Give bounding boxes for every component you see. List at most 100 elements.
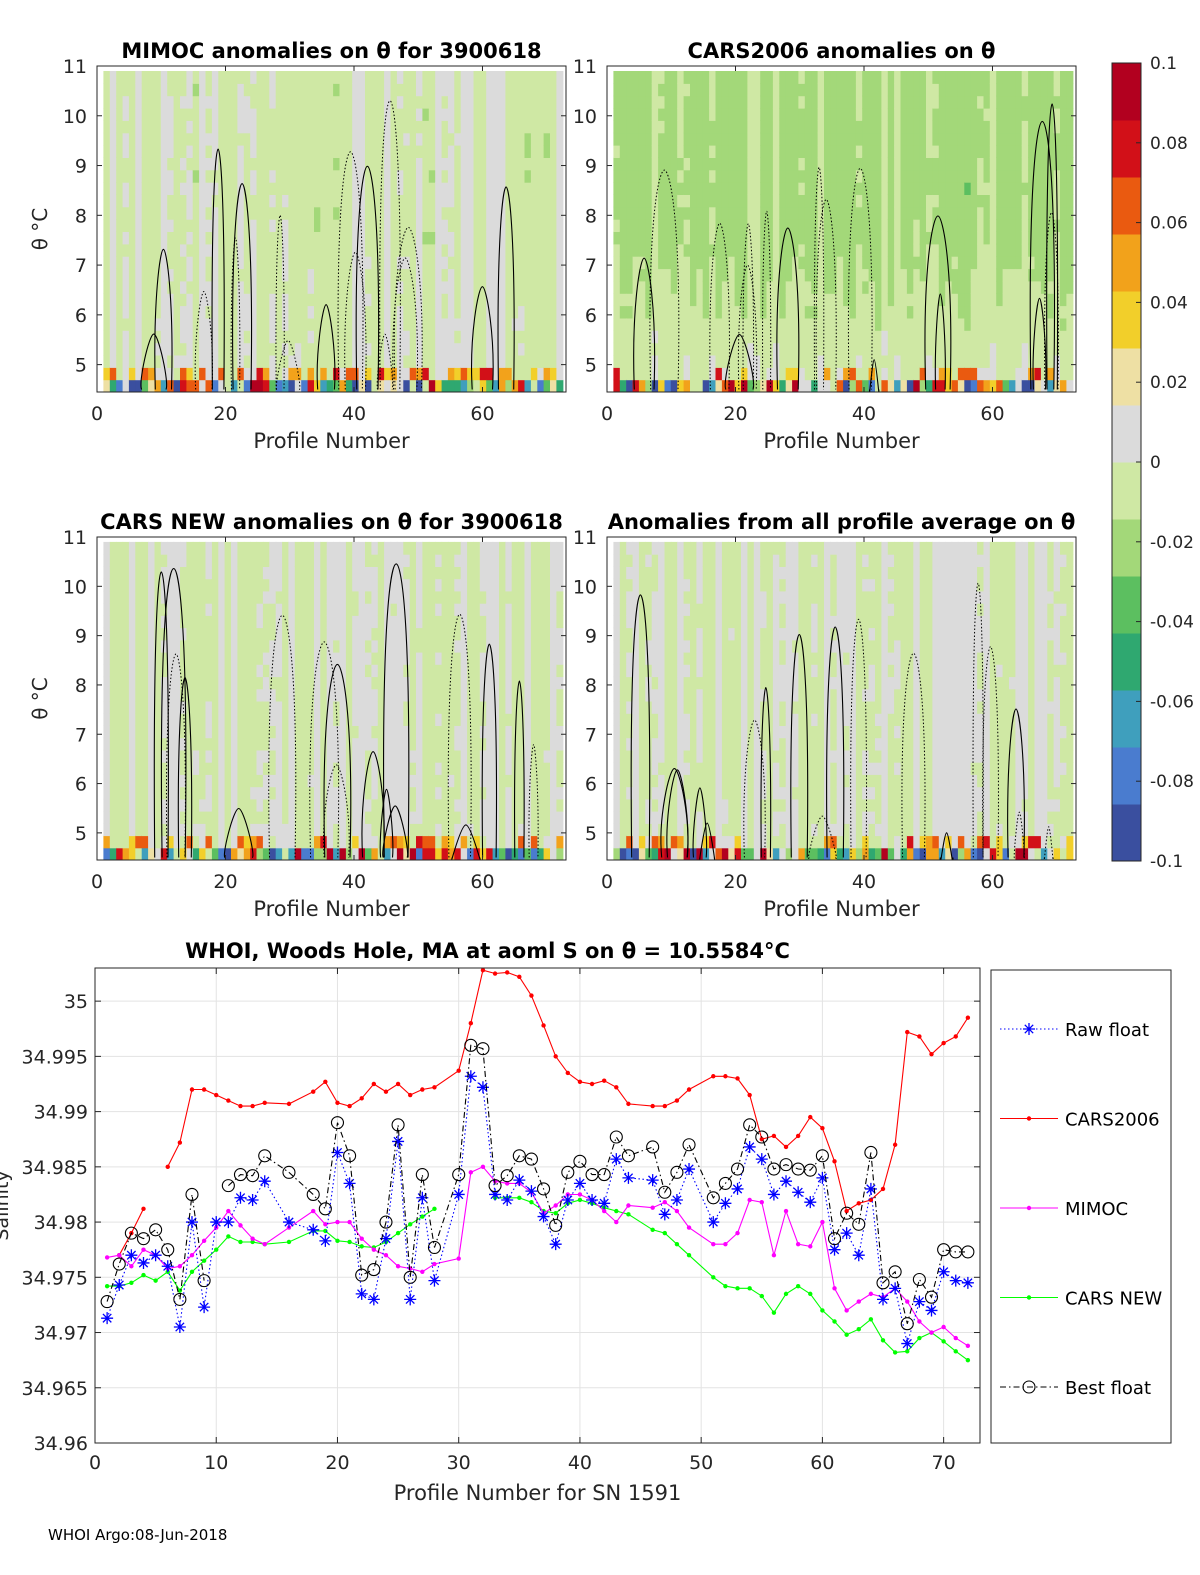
heatmap-cell bbox=[326, 132, 334, 146]
heatmap-cell bbox=[537, 280, 545, 294]
y-axis-label: θ °C bbox=[28, 208, 52, 251]
heatmap-cell bbox=[435, 169, 443, 183]
heatmap-cell bbox=[154, 835, 162, 849]
heatmap-cell bbox=[377, 194, 385, 208]
heatmap-cell bbox=[824, 182, 831, 195]
heatmap-cell bbox=[148, 95, 156, 109]
heatmap-cell bbox=[664, 83, 672, 97]
heatmap-cell bbox=[486, 120, 494, 134]
heatmap-cell bbox=[753, 219, 761, 232]
heatmap-cell bbox=[160, 367, 168, 381]
heatmap-cell bbox=[638, 342, 646, 356]
heatmap-cell bbox=[486, 342, 494, 356]
heatmap-cell bbox=[894, 108, 902, 121]
heatmap-cell bbox=[632, 379, 640, 392]
heatmap-cell bbox=[989, 120, 997, 134]
heatmap-cell bbox=[817, 342, 825, 356]
heatmap-cell bbox=[320, 737, 328, 751]
heatmap-cell bbox=[345, 541, 353, 555]
heatmap-cell bbox=[192, 664, 200, 678]
heatmap-cell bbox=[365, 737, 372, 751]
heatmap-cell bbox=[670, 243, 678, 257]
heatmap-cell bbox=[518, 243, 526, 257]
heatmap-cell bbox=[454, 256, 462, 270]
heatmap-cell bbox=[467, 330, 475, 344]
heatmap-cell bbox=[702, 342, 710, 356]
heatmap-cell bbox=[173, 566, 181, 580]
heatmap-cell bbox=[339, 293, 347, 307]
heatmap-cell bbox=[670, 157, 678, 171]
heatmap-cell bbox=[460, 120, 468, 134]
heatmap-cell bbox=[377, 71, 385, 84]
heatmap-cell bbox=[141, 367, 149, 381]
heatmap-cell bbox=[951, 280, 959, 294]
heatmap-cell bbox=[824, 157, 831, 171]
heatmap-cell bbox=[550, 268, 557, 282]
heatmap-cell bbox=[154, 132, 162, 146]
heatmap-cell bbox=[135, 169, 143, 183]
heatmap-cell bbox=[734, 206, 742, 220]
heatmap-cell bbox=[1002, 206, 1010, 220]
heatmap-cell bbox=[849, 206, 857, 220]
heatmap-cell bbox=[167, 578, 175, 592]
heatmap-cell bbox=[460, 231, 468, 245]
contour-line bbox=[633, 257, 656, 390]
heatmap-cell bbox=[231, 367, 238, 381]
heatmap-cell bbox=[875, 256, 882, 270]
heatmap-cell bbox=[122, 603, 130, 616]
heatmap-cell bbox=[199, 108, 207, 121]
heatmap-cell bbox=[205, 847, 213, 860]
heatmap-cell bbox=[211, 627, 219, 641]
heatmap-cell bbox=[428, 182, 436, 195]
heatmap-cell bbox=[371, 762, 379, 775]
heatmap-cell bbox=[128, 120, 136, 134]
heatmap-cell bbox=[677, 169, 685, 183]
heatmap-cell bbox=[696, 132, 704, 146]
heatmap-cell bbox=[103, 83, 111, 97]
heatmap-cell bbox=[333, 652, 341, 665]
heatmap-cell bbox=[811, 182, 819, 195]
heatmap-cell bbox=[894, 83, 902, 97]
heatmap-cell bbox=[626, 95, 634, 109]
heatmap-cell bbox=[951, 355, 959, 368]
heatmap-cell bbox=[836, 219, 844, 232]
heatmap-cell bbox=[224, 182, 232, 195]
heatmap-cell bbox=[543, 280, 551, 294]
heatmap-cell bbox=[333, 83, 341, 97]
heatmap-cell bbox=[237, 330, 245, 344]
heatmap-cell bbox=[855, 132, 863, 146]
heatmap-cell bbox=[409, 206, 417, 220]
heatmap-cell bbox=[900, 231, 908, 245]
heatmap-cell bbox=[345, 355, 353, 368]
heatmap-cell bbox=[906, 342, 914, 356]
heatmap-cell bbox=[619, 108, 627, 121]
heatmap-cell bbox=[804, 194, 812, 208]
heatmap-cell bbox=[492, 342, 500, 356]
heatmap-cell bbox=[824, 83, 831, 97]
heatmap-cell bbox=[116, 701, 124, 714]
heatmap-cell bbox=[817, 95, 825, 109]
heatmap-cell bbox=[314, 774, 321, 788]
heatmap-cell bbox=[294, 83, 302, 97]
heatmap-cell bbox=[824, 219, 831, 232]
heatmap-cell bbox=[301, 835, 309, 849]
heatmap-cell bbox=[333, 541, 341, 555]
heatmap-cell bbox=[294, 688, 302, 702]
heatmap-cell bbox=[741, 293, 748, 307]
heatmap-cell bbox=[613, 132, 621, 146]
heatmap-cell bbox=[211, 379, 219, 392]
heatmap-cell bbox=[326, 627, 334, 641]
heatmap-cell bbox=[294, 664, 302, 678]
heatmap-cell bbox=[205, 566, 213, 580]
heatmap-cell bbox=[550, 206, 557, 220]
heatmap-cell bbox=[919, 317, 927, 331]
heatmap-cell bbox=[205, 541, 213, 555]
heatmap-cell bbox=[358, 280, 366, 294]
heatmap-cell bbox=[518, 145, 526, 158]
heatmap-cell bbox=[390, 317, 398, 331]
heatmap-cell bbox=[492, 256, 500, 270]
heatmap-cell bbox=[231, 823, 238, 837]
heatmap-cell bbox=[690, 379, 697, 392]
heatmap-cell bbox=[243, 847, 251, 860]
heatmap-cell bbox=[428, 330, 436, 344]
